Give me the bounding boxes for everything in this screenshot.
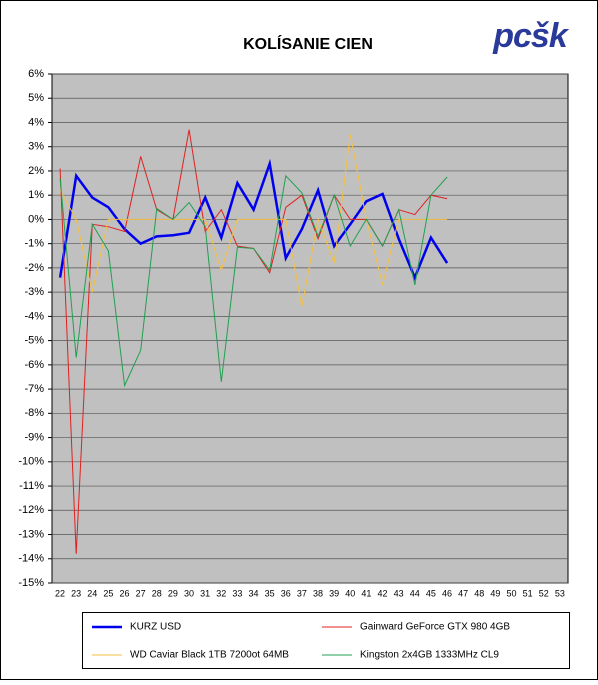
- logo: pcšk: [492, 17, 570, 55]
- x-tick-label: 50: [507, 588, 517, 598]
- x-tick-label: 32: [216, 588, 226, 598]
- y-tick-label: 3%: [28, 141, 44, 153]
- legend-label: Gainward GeForce GTX 980 4GB: [360, 622, 510, 633]
- y-tick-label: -13%: [18, 528, 44, 540]
- x-tick-label: 53: [555, 588, 565, 598]
- series-line: [58, 158, 449, 281]
- y-tick-label: -5%: [24, 335, 44, 347]
- y-tick-label: -8%: [24, 407, 44, 419]
- x-tick-label: 30: [184, 588, 194, 598]
- y-tick-label: 1%: [28, 189, 44, 201]
- y-tick-label: 4%: [28, 116, 44, 128]
- series-line: [59, 174, 448, 388]
- y-tick-label: 2%: [28, 165, 44, 177]
- chart-title: KOLÍSANIE CIEN: [243, 34, 373, 53]
- x-tick-label: 43: [394, 588, 404, 598]
- series-line: [59, 134, 448, 307]
- x-tick-label: 29: [168, 588, 178, 598]
- y-tick-label: 5%: [28, 92, 44, 104]
- y-tick-label: -11%: [19, 480, 44, 492]
- y-tick-label: -1%: [24, 238, 44, 250]
- legend-label: WD Caviar Black 1TB 7200ot 64MB: [130, 650, 289, 661]
- y-tick-label: -7%: [24, 383, 44, 395]
- y-tick-label: -15%: [18, 577, 44, 589]
- x-tick-label: 39: [329, 588, 339, 598]
- y-tick-label: -9%: [24, 431, 44, 443]
- x-tick-label: 24: [87, 588, 97, 598]
- y-tick-label: -14%: [18, 553, 44, 565]
- x-tick-label: 47: [458, 588, 468, 598]
- x-tick-label: 25: [103, 588, 113, 598]
- y-tick-label: -10%: [18, 456, 44, 468]
- y-tick-label: 0%: [28, 213, 44, 225]
- x-tick-label: 37: [297, 588, 307, 598]
- y-tick-label: -6%: [24, 359, 44, 371]
- x-tick-label: 45: [426, 588, 436, 598]
- y-tick-label: -4%: [24, 310, 44, 322]
- x-tick-label: 28: [152, 588, 162, 598]
- x-tick-label: 49: [490, 588, 500, 598]
- x-tick-label: 27: [136, 588, 146, 598]
- x-tick-label: 51: [523, 588, 533, 598]
- y-tick-label: -3%: [24, 286, 44, 298]
- legend-label: Kingston 2x4GB 1333MHz CL9: [360, 650, 499, 661]
- x-tick-label: 26: [120, 588, 130, 598]
- y-tick-label: -12%: [18, 504, 44, 516]
- x-tick-label: 40: [345, 588, 355, 598]
- x-tick-label: 38: [313, 588, 323, 598]
- y-tick-label: 6%: [28, 68, 44, 80]
- legend-label: KURZ USD: [130, 622, 181, 633]
- x-tick-label: 23: [71, 588, 81, 598]
- x-tick-label: 52: [539, 588, 549, 598]
- legend: [82, 612, 570, 669]
- x-tick-label: 33: [232, 588, 242, 598]
- x-tick-label: 46: [442, 588, 452, 598]
- x-tick-label: 48: [474, 588, 484, 598]
- x-tick-label: 44: [410, 588, 420, 598]
- x-tick-label: 42: [378, 588, 388, 598]
- x-tick-label: 22: [55, 588, 65, 598]
- x-tick-label: 35: [265, 588, 275, 598]
- x-tick-label: 36: [281, 588, 291, 598]
- x-tick-label: 41: [361, 588, 371, 598]
- plot-area: [51, 73, 569, 584]
- x-tick-label: 34: [249, 588, 259, 598]
- y-tick-label: -2%: [24, 262, 44, 274]
- x-tick-label: 31: [200, 588, 210, 598]
